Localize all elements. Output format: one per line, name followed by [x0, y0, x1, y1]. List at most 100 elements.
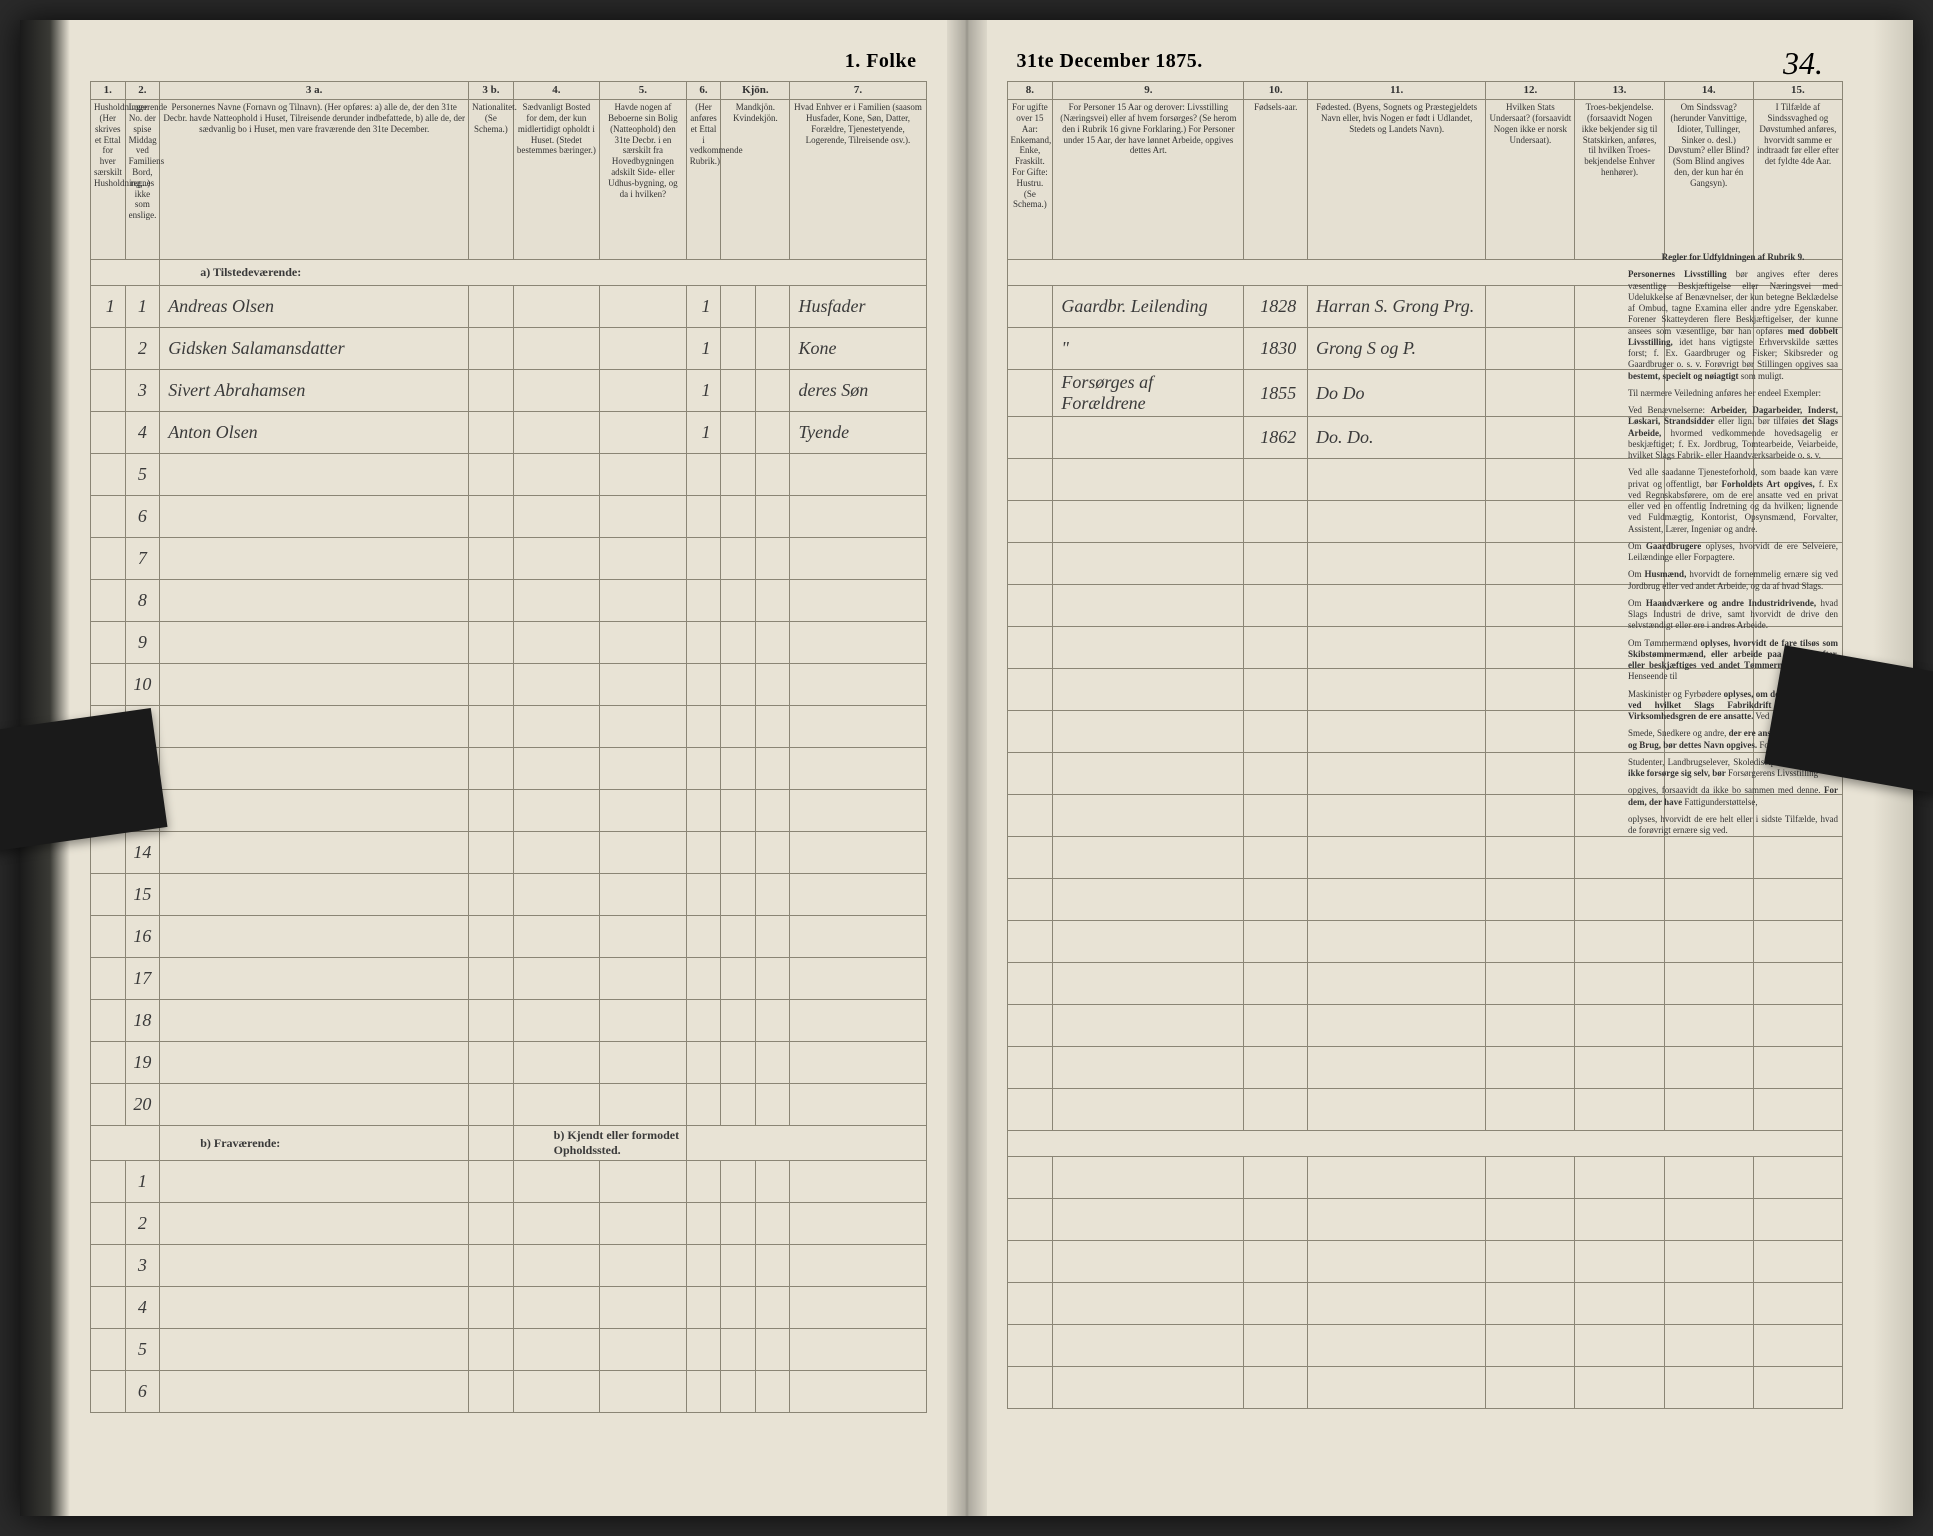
cell: [1053, 543, 1244, 585]
cell: [1308, 753, 1486, 795]
cell: [1753, 1325, 1842, 1367]
cell: [1308, 963, 1486, 1005]
cell: [1486, 837, 1575, 879]
cell: [686, 1000, 721, 1042]
cell: [1007, 1157, 1053, 1199]
cell: [91, 370, 126, 412]
cell: [1486, 1157, 1575, 1199]
hdr-15: I Tilfælde af Sindssvaghed og Døvstumhed…: [1753, 100, 1842, 260]
cell: [1486, 585, 1575, 627]
cell: [469, 1042, 513, 1084]
hdr-8: For ugifte over 15 Aar: Enkemand, Enke, …: [1007, 100, 1053, 260]
cell: [513, 706, 600, 748]
cell: [513, 1000, 600, 1042]
table-row: [1007, 921, 1843, 963]
cell: [790, 748, 926, 790]
cell: 1: [91, 286, 126, 328]
cell: [91, 538, 126, 580]
cell: [91, 1329, 126, 1371]
cell: [1007, 543, 1053, 585]
cell: [1664, 837, 1753, 879]
cell: [469, 1000, 513, 1042]
cell: [1244, 669, 1308, 711]
cell: [790, 832, 926, 874]
cell: [91, 1371, 126, 1413]
cell: [755, 286, 790, 328]
cell: [1007, 921, 1053, 963]
cell: [1007, 837, 1053, 879]
col-9: 9.: [1053, 82, 1244, 100]
cell: [513, 1329, 600, 1371]
hdr-12: Hvilken Stats Undersaat? (forsaavidt Nog…: [1486, 100, 1575, 260]
cell: [686, 1126, 926, 1161]
cell: [686, 1287, 721, 1329]
cell: [721, 286, 756, 328]
cell: [1007, 585, 1053, 627]
left-page: 1. Folke 1. 2. 3 a. 3 b. 4. 5. 6. Kjön. …: [20, 20, 967, 1516]
cell: [1007, 1005, 1053, 1047]
cell: 4: [125, 1287, 160, 1329]
cell: [721, 1084, 756, 1126]
col-8: 8.: [1007, 82, 1053, 100]
cell: [1308, 837, 1486, 879]
cell: deres Søn: [790, 370, 926, 412]
table-row: 3: [91, 1245, 927, 1287]
cell: Husfader: [790, 286, 926, 328]
cell: [600, 580, 687, 622]
cell: [469, 412, 513, 454]
cell: [1007, 1089, 1053, 1131]
cell: [160, 622, 469, 664]
table-row: 10: [91, 664, 927, 706]
cell: [1753, 1047, 1842, 1089]
cell: [600, 622, 687, 664]
cell: [686, 664, 721, 706]
cell: [721, 1161, 756, 1203]
cell: [1308, 459, 1486, 501]
cell: [600, 1203, 687, 1245]
cell: [755, 832, 790, 874]
cell: [1486, 879, 1575, 921]
cell: [790, 1329, 926, 1371]
cell: [721, 412, 756, 454]
table-row: 7: [91, 538, 927, 580]
cell: [1007, 1241, 1053, 1283]
table-row: [1007, 1047, 1843, 1089]
cell: [1753, 879, 1842, 921]
cell: [160, 958, 469, 1000]
cell: [1486, 1367, 1575, 1409]
cell: [469, 1161, 513, 1203]
cell: [686, 706, 721, 748]
cell: [686, 958, 721, 1000]
cell: [513, 664, 600, 706]
cell: [790, 1203, 926, 1245]
col-3a: 3 a.: [160, 82, 469, 100]
cell: [1753, 1367, 1842, 1409]
cell: [160, 1161, 469, 1203]
cell: 1830: [1244, 328, 1308, 370]
cell: [686, 1203, 721, 1245]
cell: [1486, 1283, 1575, 1325]
cell: [721, 1371, 756, 1413]
cell: [513, 916, 600, 958]
cell: [1486, 417, 1575, 459]
cell: Do. Do.: [1308, 417, 1486, 459]
cell: [686, 1245, 721, 1287]
cell: [469, 874, 513, 916]
cell: [755, 706, 790, 748]
cell: [1007, 328, 1053, 370]
cell: [1664, 1199, 1753, 1241]
cell: [1244, 795, 1308, 837]
cell: [721, 622, 756, 664]
cell: [469, 1287, 513, 1329]
cell: 14: [125, 832, 160, 874]
cell: Anton Olsen: [160, 412, 469, 454]
table-row: 11: [91, 706, 927, 748]
hdr-2: Logerende No. der spise Middag ved Famil…: [125, 100, 160, 260]
cell: [755, 1245, 790, 1287]
cell: [160, 706, 469, 748]
col-10: 10.: [1244, 82, 1308, 100]
cell: [600, 538, 687, 580]
cell: [469, 328, 513, 370]
table-row: 12: [91, 748, 927, 790]
cell: [755, 412, 790, 454]
